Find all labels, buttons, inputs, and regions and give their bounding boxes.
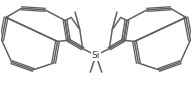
Text: Si: Si [92,51,100,60]
